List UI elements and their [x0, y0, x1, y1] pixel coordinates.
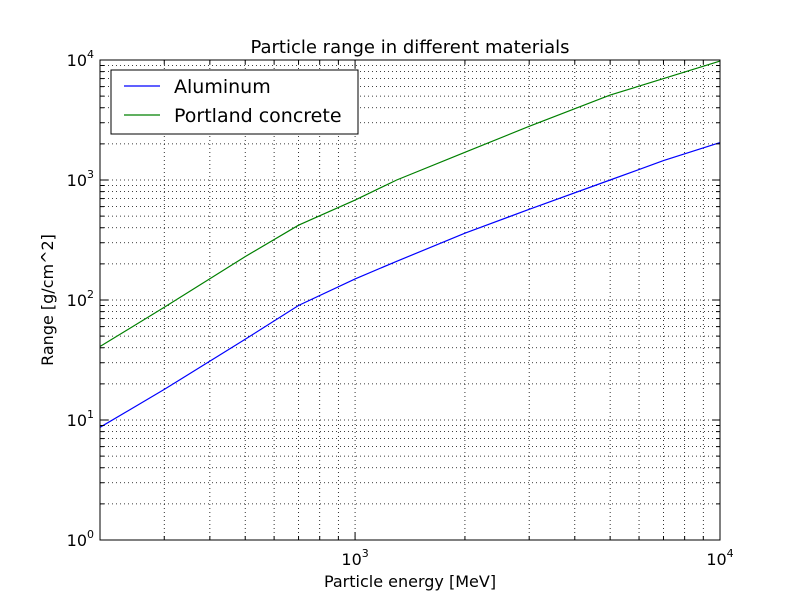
tick-marks — [99, 59, 721, 541]
y-tick-labels: 100 101 102 103 104 — [67, 48, 94, 550]
chart-title: Particle range in different materials — [250, 37, 569, 58]
legend-label-aluminum: Aluminum — [174, 76, 271, 98]
y-tick-label: 104 — [67, 48, 94, 70]
x-tick-label: 104 — [706, 547, 733, 569]
plot-series — [99, 60, 721, 428]
legend: Aluminum Portland concrete — [110, 69, 359, 135]
y-tick-label: 101 — [67, 408, 94, 430]
series-line-portland-concrete — [99, 60, 721, 348]
x-tick-label: 103 — [341, 547, 368, 569]
y-tick-label: 103 — [67, 168, 94, 190]
y-tick-label: 102 — [67, 288, 94, 310]
legend-box — [110, 69, 359, 135]
x-axis-label: Particle energy [MeV] — [324, 572, 496, 591]
series-line-aluminum — [99, 142, 721, 428]
y-axis-label: Range [g/cm^2] — [38, 234, 57, 366]
legend-label-portland-concrete: Portland concrete — [174, 105, 342, 127]
x-tick-labels: 103 104 — [341, 547, 733, 569]
y-tick-label: 100 — [67, 528, 94, 550]
